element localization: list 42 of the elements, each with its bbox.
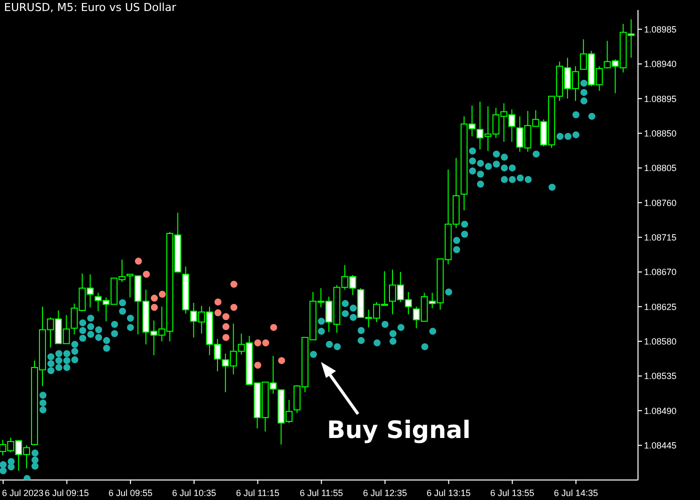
- y-tick-label: 1.08895: [644, 94, 677, 104]
- annotation: Buy Signal: [327, 416, 471, 444]
- y-tick-label: 1.08850: [644, 128, 677, 138]
- point: [222, 313, 230, 320]
- y-tick-label: 1.08670: [644, 267, 677, 278]
- y-tick-label: 1.08445: [644, 440, 677, 451]
- x-tick-label: 6 Jul 11:15: [236, 488, 280, 498]
- point: [150, 294, 158, 302]
- point: [262, 339, 270, 346]
- y-tick-label: 1.08760: [644, 198, 677, 208]
- point: [278, 357, 286, 364]
- y-tick-label: 1.08625: [644, 302, 677, 312]
- y-tick-label: 1.08490: [644, 406, 677, 416]
- point: [150, 304, 158, 311]
- y-tick-label: 1.08940: [644, 59, 677, 70]
- y-tick-label: 1.08535: [644, 371, 677, 382]
- x-tick-label: 6 Jul 10:35: [172, 488, 216, 498]
- point: [222, 323, 230, 330]
- y-tick-label: 1.08805: [644, 163, 677, 174]
- chart-title: EURUSD, M5: Euro vs US Dollar: [4, 1, 176, 14]
- point: [142, 270, 150, 278]
- point: [134, 258, 142, 265]
- y-tick-label: 1.08985: [644, 24, 677, 34]
- point: [214, 298, 222, 306]
- point: [158, 290, 166, 298]
- x-tick-label: 6 Jul 12:35: [363, 488, 408, 498]
- point: [214, 309, 222, 316]
- x-tick-label: 6 Jul 09:15: [44, 488, 89, 498]
- point: [230, 280, 238, 288]
- x-tick-label: 6 Jul 09:55: [108, 488, 152, 498]
- x-tick-label: 6 Jul 11:55: [300, 488, 344, 498]
- point: [270, 324, 278, 331]
- point: [222, 334, 230, 341]
- x-tick-label: 6 Jul 2023: [2, 488, 44, 498]
- point: [230, 304, 238, 311]
- point: [254, 362, 262, 369]
- x-tick-label: 6 Jul 13:15: [426, 488, 471, 498]
- y-tick-label: 1.08580: [644, 336, 677, 347]
- x-tick-label: 6 Jul 13:55: [490, 488, 534, 498]
- x-tick-label: 6 Jul 14:35: [554, 488, 598, 498]
- y-tick-label: 1.08715: [644, 232, 677, 242]
- point: [254, 339, 262, 346]
